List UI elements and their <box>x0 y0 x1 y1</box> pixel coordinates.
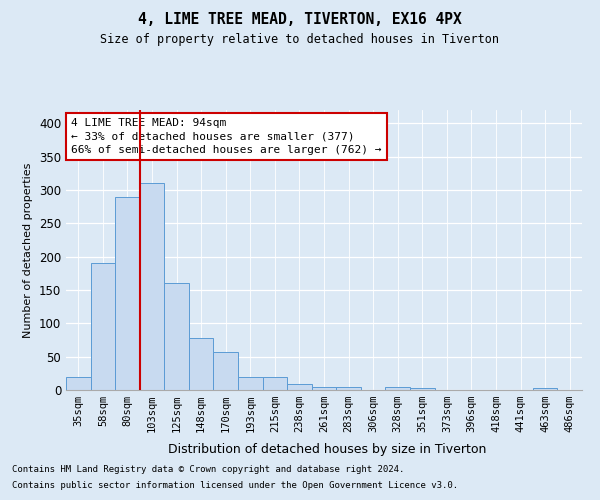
Text: Distribution of detached houses by size in Tiverton: Distribution of detached houses by size … <box>168 442 486 456</box>
Bar <box>115 196 140 390</box>
Text: 4 LIME TREE MEAD: 94sqm
← 33% of detached houses are smaller (377)
66% of semi-d: 4 LIME TREE MEAD: 94sqm ← 33% of detache… <box>71 118 382 155</box>
Text: Contains public sector information licensed under the Open Government Licence v3: Contains public sector information licen… <box>12 480 458 490</box>
Bar <box>410 388 434 390</box>
Text: 4, LIME TREE MEAD, TIVERTON, EX16 4PX: 4, LIME TREE MEAD, TIVERTON, EX16 4PX <box>138 12 462 28</box>
Text: Contains HM Land Registry data © Crown copyright and database right 2024.: Contains HM Land Registry data © Crown c… <box>12 466 404 474</box>
Bar <box>287 384 312 390</box>
Bar <box>336 386 361 390</box>
Bar <box>533 388 557 390</box>
Bar <box>238 378 263 390</box>
Bar <box>263 378 287 390</box>
Bar <box>312 386 336 390</box>
Bar <box>140 184 164 390</box>
Bar <box>214 352 238 390</box>
Bar <box>66 376 91 390</box>
Y-axis label: Number of detached properties: Number of detached properties <box>23 162 34 338</box>
Bar <box>164 284 189 390</box>
Bar <box>385 386 410 390</box>
Text: Size of property relative to detached houses in Tiverton: Size of property relative to detached ho… <box>101 32 499 46</box>
Bar <box>189 338 214 390</box>
Bar <box>91 264 115 390</box>
